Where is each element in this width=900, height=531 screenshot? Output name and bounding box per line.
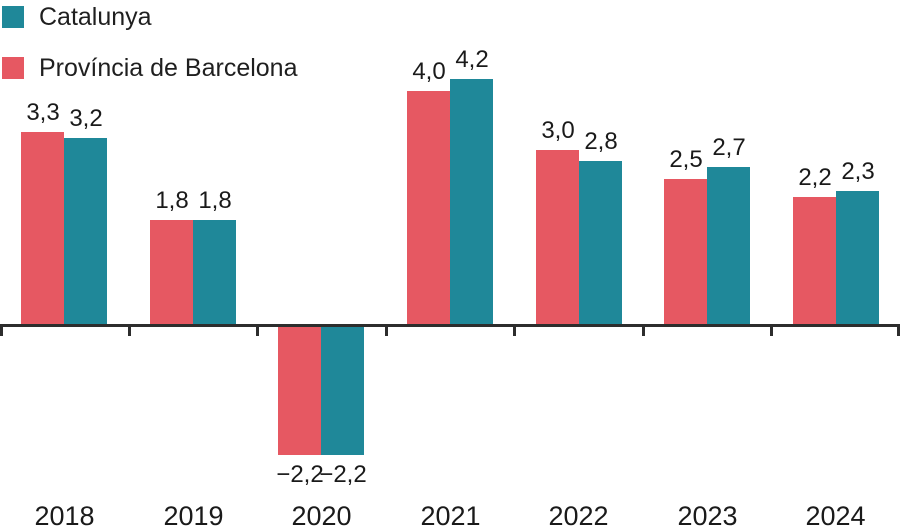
bar-value-label: −2,2	[276, 461, 324, 488]
x-axis-tick	[897, 327, 900, 336]
legend: Catalunya Província de Barcelona	[2, 2, 298, 82]
bar-value-label: 4,2	[455, 46, 489, 73]
bar-value-label: 2,8	[584, 128, 618, 155]
x-axis-label-2021: 2021	[420, 501, 481, 531]
x-axis-tick	[256, 327, 259, 336]
bar-value-label: 1,8	[198, 187, 232, 214]
legend-label-provincia-barcelona: Província de Barcelona	[39, 53, 298, 82]
bar-2018-catalunya	[64, 138, 107, 326]
bar-value-label: 4,0	[412, 58, 446, 85]
x-axis-label-2019: 2019	[163, 501, 224, 531]
bar-value-label: −2,2	[319, 461, 367, 488]
bar-2024-catalunya	[836, 191, 879, 326]
bar-2023-catalunya	[707, 167, 750, 326]
bar-value-label: 3,0	[541, 117, 575, 144]
x-axis-label-2018: 2018	[34, 501, 95, 531]
legend-item-catalunya: Catalunya	[2, 2, 297, 31]
bar-2018-provincia-barcelona	[21, 132, 64, 326]
x-axis-tick	[770, 327, 773, 336]
legend-item-provincia-barcelona: Província de Barcelona	[2, 53, 298, 82]
bar-value-label: 1,8	[155, 187, 189, 214]
bar-value-label: 2,5	[669, 146, 703, 173]
x-axis-label-2022: 2022	[548, 501, 609, 531]
bar-2021-catalunya	[450, 79, 493, 326]
x-axis-label-2023: 2023	[677, 501, 738, 531]
x-axis-tick	[513, 327, 516, 336]
legend-label-catalunya: Catalunya	[39, 2, 152, 31]
x-axis-label-2024: 2024	[805, 501, 866, 531]
x-axis-tick	[128, 327, 131, 336]
bar-value-label: 3,3	[26, 99, 60, 126]
bar-2019-provincia-barcelona	[150, 220, 193, 326]
bar-value-label: 2,3	[841, 158, 875, 185]
bar-2024-provincia-barcelona	[793, 197, 836, 326]
bar-2022-catalunya	[579, 161, 622, 326]
bar-value-label: 2,2	[798, 164, 832, 191]
bar-2022-provincia-barcelona	[536, 150, 579, 326]
x-axis-tick	[385, 327, 388, 336]
bar-2021-provincia-barcelona	[407, 91, 450, 326]
bar-2020-provincia-barcelona	[278, 326, 321, 455]
bar-2020-catalunya	[321, 326, 364, 455]
bar-2023-provincia-barcelona	[664, 179, 707, 326]
bar-value-label: 2,7	[712, 134, 746, 161]
bar-2019-catalunya	[193, 220, 236, 326]
x-axis-tick	[0, 327, 3, 336]
x-axis-line	[0, 324, 900, 327]
legend-swatch-provincia-barcelona	[2, 57, 24, 79]
legend-swatch-catalunya	[2, 6, 24, 28]
x-axis-tick	[642, 327, 645, 336]
bar-value-label: 3,2	[69, 105, 103, 132]
x-axis-label-2020: 2020	[291, 501, 352, 531]
